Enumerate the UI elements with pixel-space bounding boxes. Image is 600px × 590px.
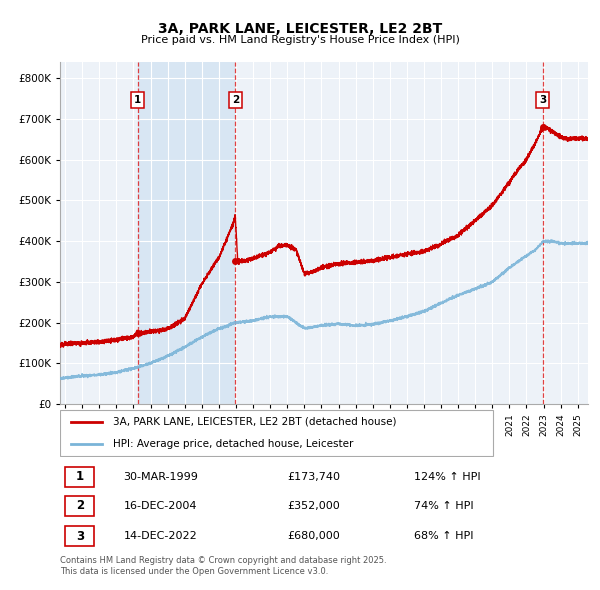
Text: 14-DEC-2022: 14-DEC-2022 [124,531,197,541]
Text: £680,000: £680,000 [287,531,340,541]
Text: £352,000: £352,000 [287,501,340,511]
FancyBboxPatch shape [65,467,94,487]
Text: £173,740: £173,740 [287,471,340,481]
Text: 74% ↑ HPI: 74% ↑ HPI [414,501,473,511]
Text: 1: 1 [134,94,142,104]
Text: 3A, PARK LANE, LEICESTER, LE2 2BT (detached house): 3A, PARK LANE, LEICESTER, LE2 2BT (detac… [113,417,397,427]
Bar [138,62,235,404]
Text: 2: 2 [232,94,239,104]
Text: 16-DEC-2004: 16-DEC-2004 [124,501,197,511]
Text: HPI: Average price, detached house, Leicester: HPI: Average price, detached house, Leic… [113,438,353,448]
Text: 2: 2 [76,499,84,513]
Text: 3A, PARK LANE, LEICESTER, LE2 2BT: 3A, PARK LANE, LEICESTER, LE2 2BT [158,22,442,37]
Text: 68% ↑ HPI: 68% ↑ HPI [414,531,473,541]
Text: 1: 1 [76,470,84,483]
Text: Price paid vs. HM Land Registry's House Price Index (HPI): Price paid vs. HM Land Registry's House … [140,35,460,45]
Text: 3: 3 [76,530,84,543]
Text: Contains HM Land Registry data © Crown copyright and database right 2025.
This d: Contains HM Land Registry data © Crown c… [60,556,386,576]
Text: 124% ↑ HPI: 124% ↑ HPI [414,471,481,481]
Text: 3: 3 [539,94,547,104]
FancyBboxPatch shape [60,410,493,456]
FancyBboxPatch shape [65,496,94,516]
FancyBboxPatch shape [65,526,94,546]
Text: 30-MAR-1999: 30-MAR-1999 [124,471,198,481]
